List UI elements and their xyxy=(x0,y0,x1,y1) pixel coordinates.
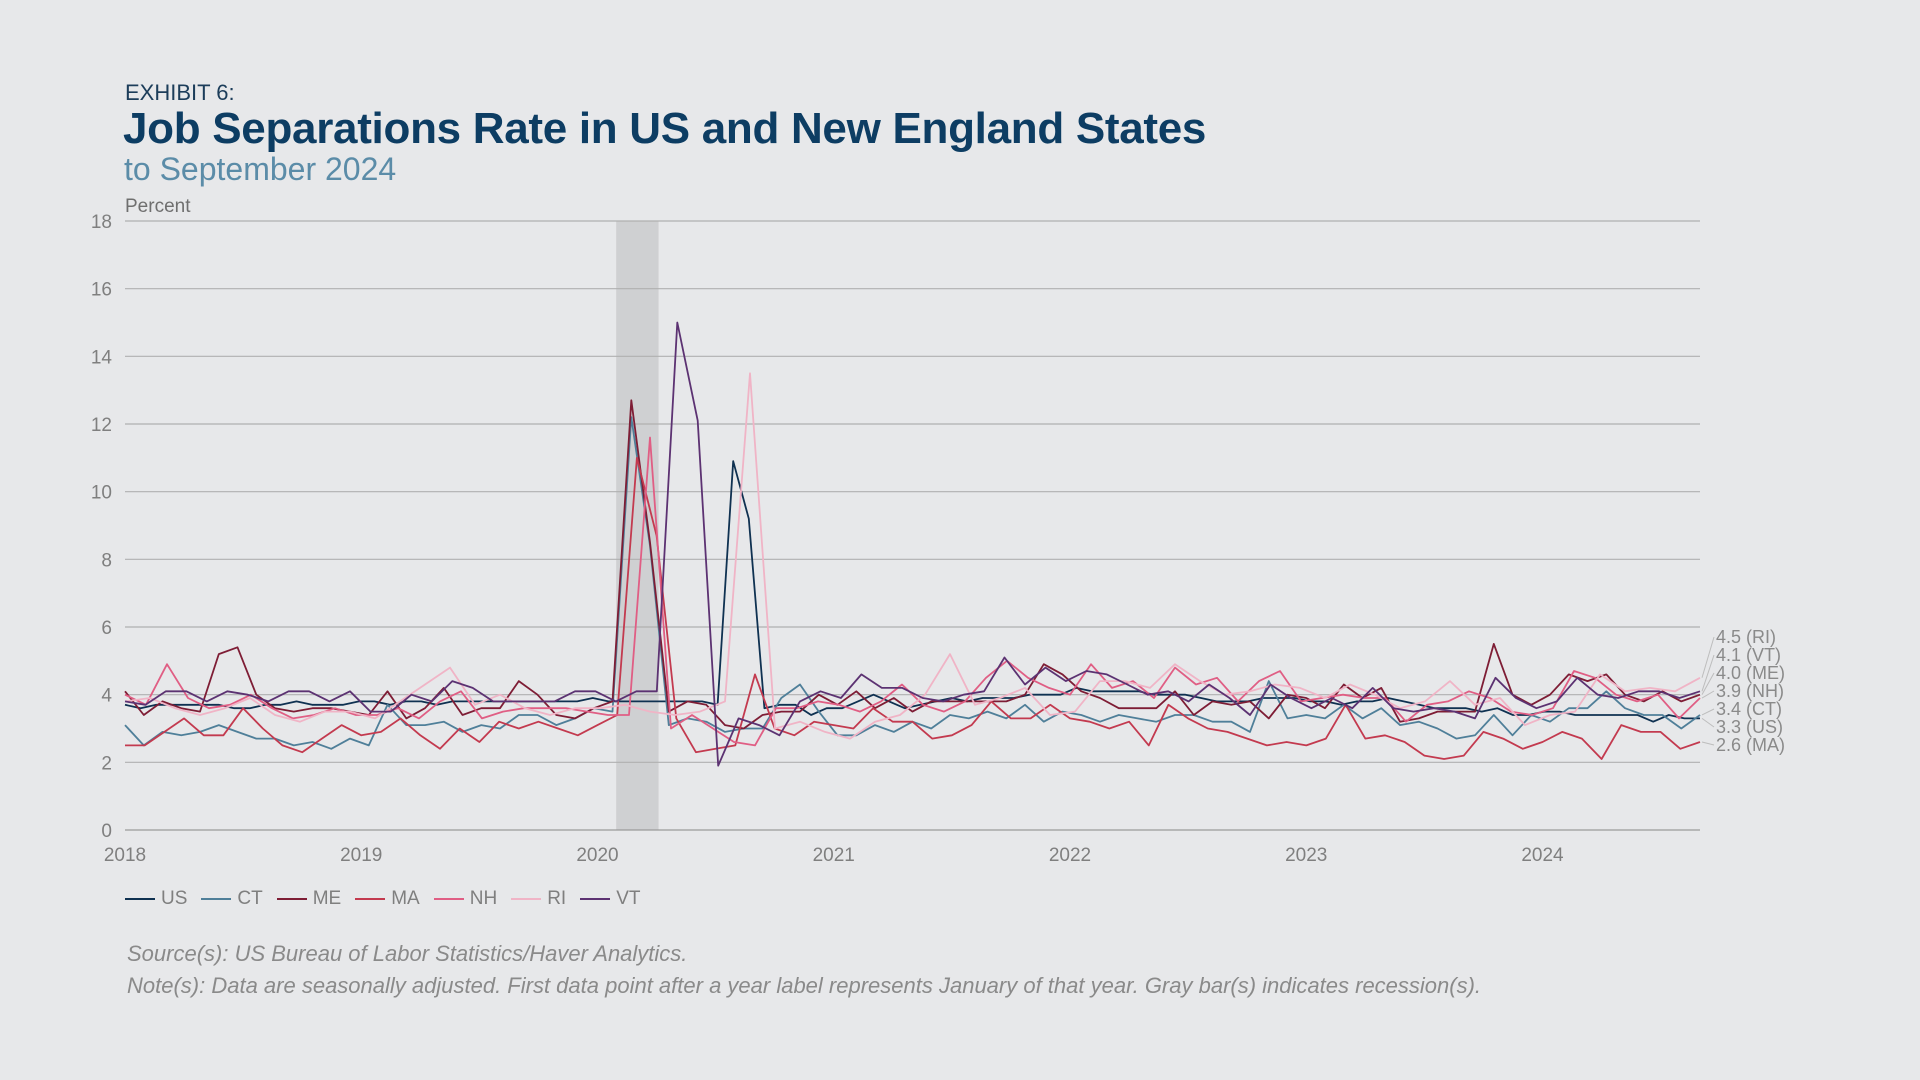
legend-label: ME xyxy=(312,888,342,909)
end-label-leader xyxy=(1701,708,1715,716)
end-label-leader xyxy=(1701,717,1715,728)
chart-title: Job Separations Rate in US and New Engla… xyxy=(123,104,1207,153)
legend-swatch xyxy=(355,898,386,900)
y-tick-label: 2 xyxy=(101,753,112,774)
x-tick-label: 2020 xyxy=(576,845,618,866)
legend-label: NH xyxy=(469,888,498,909)
end-label-leader xyxy=(1701,690,1715,699)
y-tick-label: 14 xyxy=(91,347,113,368)
chart-subtitle: to September 2024 xyxy=(124,151,397,187)
end-label-leader xyxy=(1701,636,1715,678)
end-label-nh: 3.9 (NH) xyxy=(1716,681,1784,701)
x-tick-label: 2019 xyxy=(340,845,382,866)
series-line-ma xyxy=(125,456,1701,760)
end-label-us: 3.3 (US) xyxy=(1716,717,1783,737)
data-note: Note(s): Data are seasonally adjusted. F… xyxy=(127,973,1482,998)
legend-item-vt: VT xyxy=(580,888,640,910)
y-tick-label: 4 xyxy=(101,686,112,707)
series-line-ct xyxy=(124,416,1701,750)
y-axis-label: Percent xyxy=(125,196,191,217)
chart-legend: US CT ME MA NH RI VT xyxy=(125,888,640,910)
legend-item-nh: NH xyxy=(433,888,498,910)
legend-item-ct: CT xyxy=(201,888,263,910)
series-line-vt xyxy=(124,321,1701,767)
legend-label: MA xyxy=(391,888,420,909)
end-label-me: 4.0 (ME) xyxy=(1716,663,1785,683)
legend-swatch xyxy=(580,898,611,900)
end-label-ct: 3.4 (CT) xyxy=(1716,699,1782,719)
end-label-vt: 4.1 (VT) xyxy=(1716,645,1781,665)
end-label-leader xyxy=(1701,672,1715,695)
y-tick-label: 0 xyxy=(101,821,112,842)
x-tick-label: 2021 xyxy=(813,845,855,866)
series-line-ri xyxy=(124,372,1701,740)
end-label-ri: 4.5 (RI) xyxy=(1716,627,1776,647)
legend-swatch xyxy=(276,898,307,900)
end-label-ma: 2.6 (MA) xyxy=(1716,735,1785,755)
source-note: Source(s): US Bureau of Labor Statistics… xyxy=(127,941,688,966)
legend-swatch xyxy=(433,898,464,900)
x-tick-label: 2023 xyxy=(1285,845,1327,866)
y-tick-label: 8 xyxy=(101,550,112,571)
end-label-leader xyxy=(1701,654,1715,692)
y-tick-label: 10 xyxy=(91,483,112,504)
y-tick-label: 18 xyxy=(91,212,112,233)
y-tick-label: 6 xyxy=(101,618,112,639)
y-tick-label: 12 xyxy=(91,415,112,436)
legend-label: CT xyxy=(237,888,263,909)
recession-band xyxy=(616,221,659,830)
legend-swatch xyxy=(125,898,155,900)
legend-item-ri: RI xyxy=(511,888,566,910)
exhibit-label: EXHIBIT 6: xyxy=(125,80,235,105)
x-tick-label: 2024 xyxy=(1521,845,1564,866)
x-tick-label: 2022 xyxy=(1049,845,1091,866)
y-tick-label: 16 xyxy=(91,280,112,301)
legend-item-us: US xyxy=(125,888,187,910)
legend-label: VT xyxy=(616,888,641,909)
legend-item-ma: MA xyxy=(355,888,420,910)
legend-label: RI xyxy=(547,888,567,909)
series-line-us xyxy=(124,460,1700,723)
legend-swatch xyxy=(511,898,542,900)
legend-swatch xyxy=(201,898,232,900)
legend-label: US xyxy=(161,888,188,909)
series-line-me xyxy=(124,399,1701,730)
end-label-leader xyxy=(1701,741,1715,746)
footnotes: Source(s): US Bureau of Labor Statistics… xyxy=(127,938,1481,1002)
series-line-nh xyxy=(124,436,1701,747)
x-tick-label: 2018 xyxy=(104,845,146,866)
legend-item-me: ME xyxy=(276,888,342,910)
